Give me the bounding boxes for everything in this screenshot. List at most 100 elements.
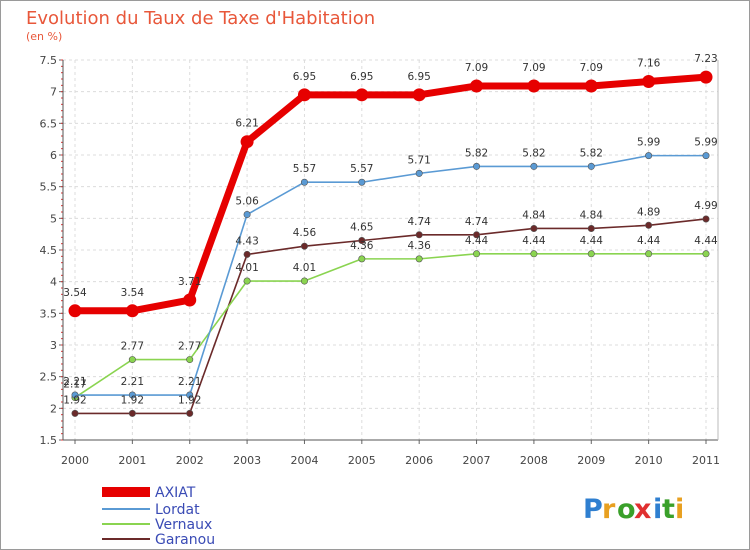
series-line-vernaux bbox=[74, 253, 706, 399]
y-tick-label: 4.5 bbox=[40, 244, 58, 257]
data-label-lordat: 2.21 bbox=[63, 376, 86, 388]
data-point-axiat bbox=[125, 304, 139, 318]
data-label-vernaux: 4.36 bbox=[407, 240, 431, 252]
data-point-axiat bbox=[68, 304, 82, 318]
x-tick-label: 2002 bbox=[176, 454, 204, 467]
chart-title: Evolution du Taux de Taxe d'Habitation bbox=[26, 8, 375, 29]
y-tick-label: 6.5 bbox=[40, 117, 58, 130]
y-tick-label: 1.5 bbox=[40, 434, 58, 447]
x-tick-label: 2010 bbox=[635, 454, 663, 467]
data-label-axiat: 7.09 bbox=[465, 62, 488, 74]
data-label-lordat: 5.82 bbox=[580, 147, 603, 159]
data-point-lordat bbox=[358, 178, 366, 186]
data-label-garanou: 1.92 bbox=[178, 394, 201, 406]
logo-letter: x bbox=[634, 494, 651, 525]
y-tick-label: 4 bbox=[50, 276, 57, 289]
data-point-lordat bbox=[587, 162, 595, 170]
data-point-lordat bbox=[702, 152, 710, 160]
y-tick-label: 2 bbox=[50, 402, 57, 415]
x-tick-label: 2006 bbox=[405, 454, 433, 467]
data-point-axiat bbox=[297, 88, 311, 102]
data-point-axiat bbox=[470, 79, 484, 93]
x-tick-label: 2009 bbox=[577, 454, 605, 467]
data-point-lordat bbox=[530, 162, 538, 170]
series-line-lordat bbox=[75, 154, 706, 396]
data-label-vernaux: 2.17 bbox=[63, 379, 86, 391]
y-tick-label: 3 bbox=[50, 339, 57, 352]
x-tick-label: 2001 bbox=[118, 454, 146, 467]
data-label-lordat: 2.21 bbox=[178, 376, 201, 388]
y-tick-label: 5 bbox=[50, 212, 57, 225]
data-label-garanou: 4.56 bbox=[293, 227, 317, 239]
data-label-lordat: 5.99 bbox=[694, 137, 717, 149]
data-label-garanou: 1.92 bbox=[63, 394, 86, 406]
grid-lines bbox=[63, 59, 718, 441]
data-point-lordat bbox=[473, 162, 481, 170]
data-point-garanou bbox=[358, 237, 366, 245]
data-label-lordat: 5.82 bbox=[522, 147, 545, 159]
data-labels-layer: 3.54 3.54 3.71 6.21 6.95 6.95 6.95 7.09 7.09 7.09… bbox=[63, 53, 718, 406]
logo-letter: i bbox=[653, 494, 662, 525]
data-label-vernaux: 4.44 bbox=[694, 235, 718, 247]
y-tick-label: 2.5 bbox=[40, 371, 58, 384]
data-point-garanou bbox=[530, 224, 538, 232]
data-point-vernaux bbox=[530, 250, 538, 258]
y-tick-label: 3.5 bbox=[40, 307, 58, 320]
data-label-garanou: 4.74 bbox=[407, 216, 431, 228]
legend-label-axiat: AXIAT bbox=[155, 485, 196, 501]
data-point-lordat bbox=[243, 211, 251, 219]
data-point-lordat bbox=[128, 391, 136, 399]
x-tick-label: 2003 bbox=[233, 454, 261, 467]
data-label-vernaux: 2.77 bbox=[178, 341, 201, 353]
x-tick-label: 2004 bbox=[290, 454, 318, 467]
data-point-axiat bbox=[183, 293, 197, 307]
data-label-vernaux: 4.44 bbox=[580, 235, 604, 247]
data-label-garanou: 4.84 bbox=[580, 209, 604, 221]
data-point-axiat bbox=[240, 135, 254, 149]
x-tick-label: 2011 bbox=[692, 454, 720, 467]
axes bbox=[59, 59, 719, 444]
y-tick-label: 7.5 bbox=[40, 54, 58, 67]
y-axis-tick-labels: 1.5 2 2.5 3 3.5 4 4.5 5 5.5 6 6.5 7 7.5 bbox=[40, 54, 58, 447]
x-tick-label: 2005 bbox=[348, 454, 376, 467]
data-point-vernaux bbox=[702, 250, 710, 258]
data-point-vernaux bbox=[300, 277, 308, 285]
legend-label-vernaux: Vernaux bbox=[155, 517, 212, 533]
data-label-axiat: 6.95 bbox=[407, 71, 430, 83]
data-point-garanou bbox=[243, 250, 251, 258]
data-point-axiat bbox=[412, 88, 426, 102]
logo-letter: t bbox=[662, 494, 675, 525]
data-label-axiat: 7.16 bbox=[637, 58, 661, 70]
data-point-axiat bbox=[584, 79, 598, 93]
data-label-vernaux: 2.77 bbox=[121, 341, 144, 353]
logo-letter: o bbox=[617, 494, 636, 525]
chart-subtitle: (en %) bbox=[26, 30, 62, 43]
data-point-vernaux bbox=[645, 250, 653, 258]
data-label-lordat: 5.71 bbox=[407, 154, 430, 166]
data-point-garanou bbox=[702, 215, 710, 223]
data-label-lordat: 5.82 bbox=[465, 147, 488, 159]
data-point-lordat bbox=[71, 391, 79, 399]
data-point-axiat bbox=[355, 88, 369, 102]
legend-label-lordat: Lordat bbox=[155, 502, 200, 518]
data-label-axiat: 6.95 bbox=[350, 71, 373, 83]
logo-letter: P bbox=[583, 494, 603, 525]
logo-letter: r bbox=[602, 494, 616, 525]
y-tick-label: 7 bbox=[50, 86, 57, 99]
data-label-axiat: 6.21 bbox=[235, 118, 258, 130]
data-point-garanou bbox=[587, 224, 595, 232]
data-point-lordat bbox=[415, 169, 423, 177]
logo-letter: i bbox=[675, 494, 684, 525]
data-label-lordat: 5.06 bbox=[235, 196, 259, 208]
data-label-vernaux: 4.44 bbox=[522, 235, 546, 247]
data-label-axiat: 7.23 bbox=[694, 53, 717, 65]
data-point-vernaux bbox=[243, 277, 251, 285]
data-point-garanou bbox=[71, 409, 79, 417]
data-point-garanou bbox=[300, 242, 308, 250]
data-point-vernaux bbox=[587, 250, 595, 258]
data-label-axiat: 6.95 bbox=[293, 71, 316, 83]
series-line-axiat bbox=[75, 73, 707, 315]
data-label-vernaux: 4.01 bbox=[235, 262, 258, 274]
